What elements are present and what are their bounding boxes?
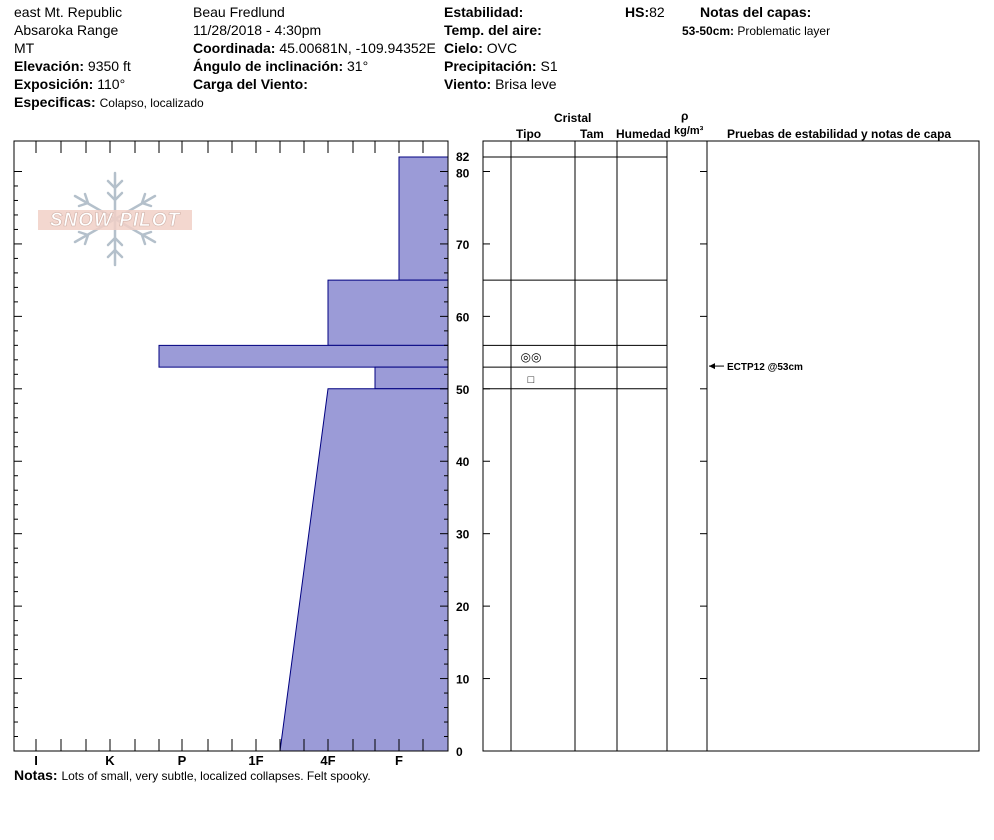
slope-angle-value: 31° xyxy=(347,58,369,74)
hardness-layer-1 xyxy=(327,279,449,346)
hardness-label: P xyxy=(178,753,187,768)
hardness-layer-0 xyxy=(398,156,449,281)
layer-note: 53-50cm: Problematic layer xyxy=(682,23,830,39)
layer-note-text: Problematic layer xyxy=(737,24,831,38)
stability-test-label: ECTP12 @53cm xyxy=(727,362,803,373)
wind-value: Brisa leve xyxy=(495,76,557,92)
elevation: Elevación: 9350 ft xyxy=(14,58,131,74)
hardness-label: I xyxy=(34,753,38,768)
rho-header: ρ xyxy=(681,109,689,123)
hardness-axis-labels: I K P 1F 4F F xyxy=(34,753,403,768)
hardness-label: 4F xyxy=(320,753,335,768)
aspect: Exposición: 110° xyxy=(14,76,125,92)
precipitation-value: S1 xyxy=(540,58,558,74)
sky: Cielo: OVC xyxy=(444,40,517,56)
depth-label: 50 xyxy=(456,383,470,397)
depth-label: 40 xyxy=(456,455,470,469)
wind: Viento: Brisa leve xyxy=(444,76,557,92)
depth-label: 80 xyxy=(456,166,470,180)
state: MT xyxy=(14,40,35,56)
precipitation: Precipitación: S1 xyxy=(444,58,558,74)
snow-height: HS:82 xyxy=(625,4,665,20)
notes-text: Lots of small, very subtle, localized co… xyxy=(61,769,371,783)
slope-angle: Ángulo de inclinación: 31° xyxy=(193,58,368,74)
depth-label: 30 xyxy=(456,528,470,542)
specifics-label: Especificas: xyxy=(14,94,96,110)
depth-label: 60 xyxy=(456,310,470,324)
air-temp-label: Temp. del aire: xyxy=(444,22,542,38)
grain-type-symbols: ◎◎ □ xyxy=(521,350,542,386)
notes: Notas: Lots of small, very subtle, local… xyxy=(14,767,371,784)
stability-tests-header: Pruebas de estabilidad y notas de capa xyxy=(727,127,952,141)
depth-label: 20 xyxy=(456,600,470,614)
grain-symbol: ◎◎ xyxy=(521,350,542,364)
stability-test-markers: ECTP12 @53cm xyxy=(709,362,803,373)
coordinates-label: Coordinada: xyxy=(193,40,276,56)
notes-label: Notas: xyxy=(14,767,58,783)
snow-height-label: HS: xyxy=(625,4,650,20)
hardness-layer-3 xyxy=(374,366,449,390)
hardness-chart-frame xyxy=(13,140,449,752)
wind-label: Viento: xyxy=(444,76,492,92)
coordinates: Coordinada: 45.00681N, -109.94352E xyxy=(193,40,436,56)
coordinates-value: 45.00681N, -109.94352E xyxy=(279,40,436,56)
layer-table-grid xyxy=(483,141,708,751)
depth-label: 10 xyxy=(456,673,470,687)
layer-notes-label: Notas del capas: xyxy=(700,4,812,20)
density-unit-header: kg/m³ xyxy=(674,125,704,137)
hardness-label: F xyxy=(395,753,403,768)
hardness-layer-4 xyxy=(279,388,449,752)
type-header: Tipo xyxy=(516,127,542,141)
mountain-range: Absaroka Range xyxy=(14,22,119,38)
snowpilot-logo-text: SNOW PILOT xyxy=(50,210,181,231)
depth-axis: 0 10 20 30 40 50 60 70 80 82 xyxy=(14,150,707,759)
hardness-label: K xyxy=(105,753,115,768)
stability-label: Estabilidad: xyxy=(444,4,524,20)
depth-label: 0 xyxy=(456,745,463,759)
depth-label: 82 xyxy=(456,150,470,164)
snowpilot-logo: SNOW PILOT xyxy=(38,171,192,267)
crystal-header: Cristal xyxy=(554,111,592,125)
sky-label: Cielo: xyxy=(444,40,483,56)
depth-label: 70 xyxy=(456,238,470,252)
specifics: Especificas: Colapso, localizado xyxy=(14,94,204,111)
specifics-value: Colapso, localizado xyxy=(99,96,204,110)
wind-loading-label: Carga del Viento: xyxy=(193,76,308,92)
hardness-profile xyxy=(158,156,449,752)
aspect-value: 110° xyxy=(97,76,126,92)
hardness-layer-2 xyxy=(158,344,449,368)
elevation-value: 9350 ft xyxy=(87,58,131,74)
size-header: Tam xyxy=(580,127,604,141)
test-arrow-head xyxy=(709,363,715,370)
snow-height-value: 82 xyxy=(649,4,665,20)
hardness-ticks xyxy=(35,141,424,751)
layer-table-frame xyxy=(482,140,980,752)
elevation-label: Elevación: xyxy=(14,58,85,74)
observer: Beau Fredlund xyxy=(193,4,285,20)
aspect-label: Exposición: xyxy=(14,76,94,92)
datetime: 11/28/2018 - 4:30pm xyxy=(193,22,322,38)
moisture-header: Humedad xyxy=(616,127,671,141)
hardness-label: 1F xyxy=(248,753,263,768)
sky-value: OVC xyxy=(486,40,518,56)
grain-symbol: □ xyxy=(528,374,535,386)
precipitation-label: Precipitación: xyxy=(444,58,537,74)
slope-angle-label: Ángulo de inclinación: xyxy=(193,58,344,74)
layer-note-range: 53-50cm: xyxy=(682,24,735,38)
location-name: east Mt. Republic xyxy=(14,4,123,20)
